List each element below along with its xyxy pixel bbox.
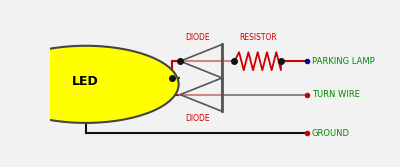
- Text: PARKING LAMP: PARKING LAMP: [312, 57, 375, 66]
- Text: DIODE: DIODE: [186, 114, 210, 123]
- Text: DIODE: DIODE: [186, 33, 210, 42]
- Text: LED: LED: [72, 75, 99, 88]
- Text: RESISTOR: RESISTOR: [239, 33, 276, 42]
- Circle shape: [0, 46, 179, 123]
- Text: TURN WIRE: TURN WIRE: [312, 90, 360, 99]
- Text: GROUND: GROUND: [312, 129, 350, 138]
